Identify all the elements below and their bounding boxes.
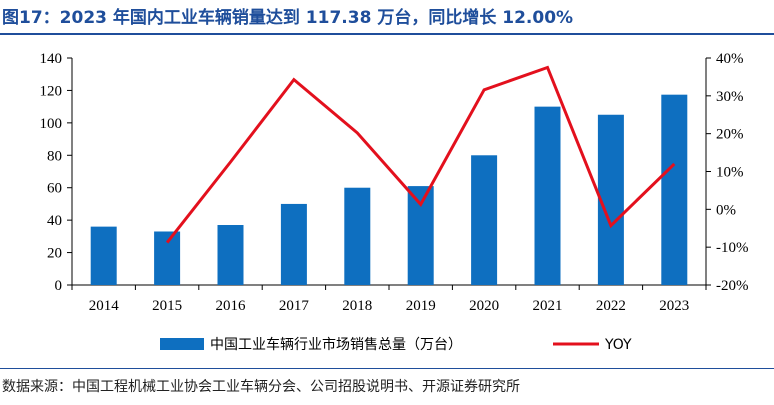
bar-2021 [534, 106, 561, 286]
right-tick-label: 0% [716, 202, 736, 218]
title-divider [0, 33, 774, 35]
x-tick-label: 2023 [659, 298, 689, 314]
right-tick-label: -20% [716, 278, 749, 294]
x-tick-label: 2020 [469, 298, 499, 314]
x-tick-label: 2022 [596, 298, 626, 314]
bar-series [90, 94, 688, 286]
right-tick-label: 20% [716, 127, 744, 143]
x-tick-label: 2019 [406, 298, 436, 314]
left-tick-label: 20 [47, 246, 62, 262]
x-tick-label: 2017 [279, 298, 310, 314]
left-tick-label: 100 [40, 116, 63, 132]
left-tick-label: 0 [55, 278, 63, 294]
legend: 中国工业车辆行业市场销售总量（万台） YOY [160, 336, 632, 353]
legend-bar-label: 中国工业车辆行业市场销售总量（万台） [210, 336, 462, 353]
x-tick-label: 2018 [342, 298, 372, 314]
figure-title: 图17：2023 年国内工业车辆销量达到 117.38 万台，同比增长 12.0… [2, 8, 574, 28]
source-note: 数据来源：中国工程机械工业协会工业车辆分会、公司招股说明书、开源证券研究所 [2, 379, 520, 395]
legend-bar-swatch [160, 338, 204, 350]
right-tick-label: 10% [716, 165, 744, 181]
legend-line-label: YOY [604, 337, 632, 353]
left-tick-label: 140 [40, 51, 63, 67]
bar-2016 [217, 225, 244, 285]
right-tick-label: 40% [716, 51, 744, 67]
x-tick-label: 2015 [152, 298, 182, 314]
source-divider [0, 368, 774, 369]
yoy-series [165, 65, 676, 244]
bar-2015 [154, 231, 181, 285]
right-tick-label: 30% [716, 89, 744, 105]
x-tick-label: 2016 [216, 298, 247, 314]
bar-2018 [344, 187, 371, 285]
x-axis-ticks: 2014 2015 2016 2017 2018 2019 2020 2021 2022 2023 [71, 285, 707, 314]
bar-2020 [471, 155, 498, 285]
bar-2022 [597, 114, 624, 285]
left-tick-label: 80 [47, 148, 62, 164]
right-axis-ticks: -20% -10% 0% 10% 20% 30% 40% [706, 51, 749, 294]
left-tick-label: 120 [40, 83, 63, 99]
x-tick-label: 2014 [89, 298, 120, 314]
chart: 0 20 40 60 80 100 120 140 -20% -10% 0% 10% 20% 30% 40… [40, 51, 749, 353]
x-tick-label: 2021 [533, 298, 563, 314]
bar-2017 [280, 203, 307, 285]
left-tick-label: 60 [47, 181, 62, 197]
yoy-line [165, 65, 676, 244]
bar-2019 [407, 186, 434, 285]
right-tick-label: -10% [716, 240, 749, 256]
bar-2014 [90, 226, 117, 285]
left-axis-ticks: 0 20 40 60 80 100 120 140 [40, 51, 72, 294]
bar-2023 [661, 94, 688, 285]
left-tick-label: 40 [47, 213, 62, 229]
